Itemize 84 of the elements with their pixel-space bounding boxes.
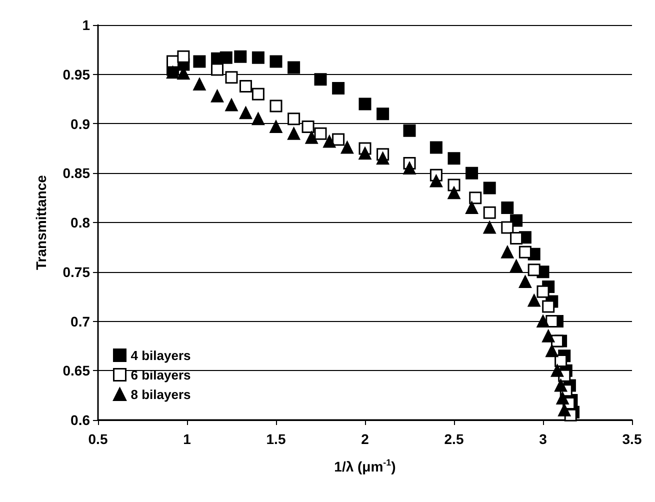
point [314, 127, 327, 140]
point [469, 192, 482, 204]
point [270, 55, 282, 68]
point [501, 221, 514, 234]
point [239, 106, 252, 120]
point [528, 264, 540, 276]
x-tick-label: 1 [183, 431, 192, 447]
point [483, 182, 496, 194]
point [403, 124, 416, 137]
point [239, 80, 252, 92]
point [510, 232, 523, 245]
x-tick-label: 2 [361, 431, 370, 447]
y-tick-label: 1 [82, 17, 90, 33]
point [430, 174, 442, 188]
point [554, 379, 568, 392]
point [501, 246, 514, 258]
point [252, 51, 264, 64]
point [288, 127, 300, 140]
point [403, 162, 416, 174]
point [193, 55, 206, 68]
point [220, 51, 232, 64]
y-axis-title: Transmittance [33, 174, 49, 270]
point [556, 392, 569, 405]
y-tick-label: 0.65 [62, 362, 90, 379]
point [483, 221, 496, 234]
y-tick-label: 0.75 [62, 264, 90, 280]
point [501, 201, 514, 214]
legend-label: 4 bilayers [130, 348, 191, 363]
point [288, 61, 300, 74]
point [270, 100, 282, 112]
point [483, 206, 496, 219]
point [528, 294, 540, 307]
point [323, 135, 336, 148]
point [358, 98, 372, 110]
y-tick-label: 0.95 [62, 66, 90, 82]
point [225, 71, 238, 84]
point [518, 246, 532, 258]
x-tick-label: 3 [539, 431, 548, 447]
y-tick-label: 0.7 [70, 313, 90, 330]
point [193, 78, 206, 90]
point [234, 50, 247, 63]
point [448, 152, 460, 165]
point [466, 201, 478, 214]
y-tick-label: 0.85 [62, 165, 90, 182]
point [211, 90, 224, 102]
point [536, 315, 550, 328]
point [302, 120, 314, 133]
point [332, 133, 345, 146]
point [252, 88, 264, 100]
point [430, 141, 442, 154]
legend-label: 6 bilayers [130, 367, 191, 382]
y-tick-label: 0.8 [70, 214, 90, 230]
point [332, 82, 345, 94]
point [466, 166, 478, 180]
point [305, 131, 318, 144]
point [558, 404, 571, 416]
point [376, 152, 390, 165]
legend-label: 8 bilayers [130, 386, 191, 402]
point [288, 112, 300, 126]
x-tick-label: 2.5 [444, 431, 464, 447]
point [546, 315, 558, 328]
point [177, 50, 190, 63]
point [225, 98, 238, 112]
x-tick-label: 1.5 [266, 431, 286, 447]
point [536, 285, 550, 298]
point [542, 330, 555, 342]
y-tick-label: 0.9 [70, 116, 90, 132]
point [314, 73, 327, 86]
point [166, 66, 180, 79]
point [510, 260, 523, 272]
point [550, 364, 564, 377]
point [270, 120, 282, 133]
point [252, 112, 264, 126]
point [340, 141, 354, 154]
x-tick-label: 0.5 [88, 431, 108, 447]
point [542, 300, 555, 313]
x-tick-label: 3.5 [622, 431, 642, 447]
point [518, 276, 532, 288]
point [376, 108, 390, 120]
point [546, 344, 558, 358]
point [358, 147, 372, 160]
point [554, 354, 568, 367]
y-tick-label: 0.6 [70, 412, 90, 428]
point [448, 186, 460, 200]
